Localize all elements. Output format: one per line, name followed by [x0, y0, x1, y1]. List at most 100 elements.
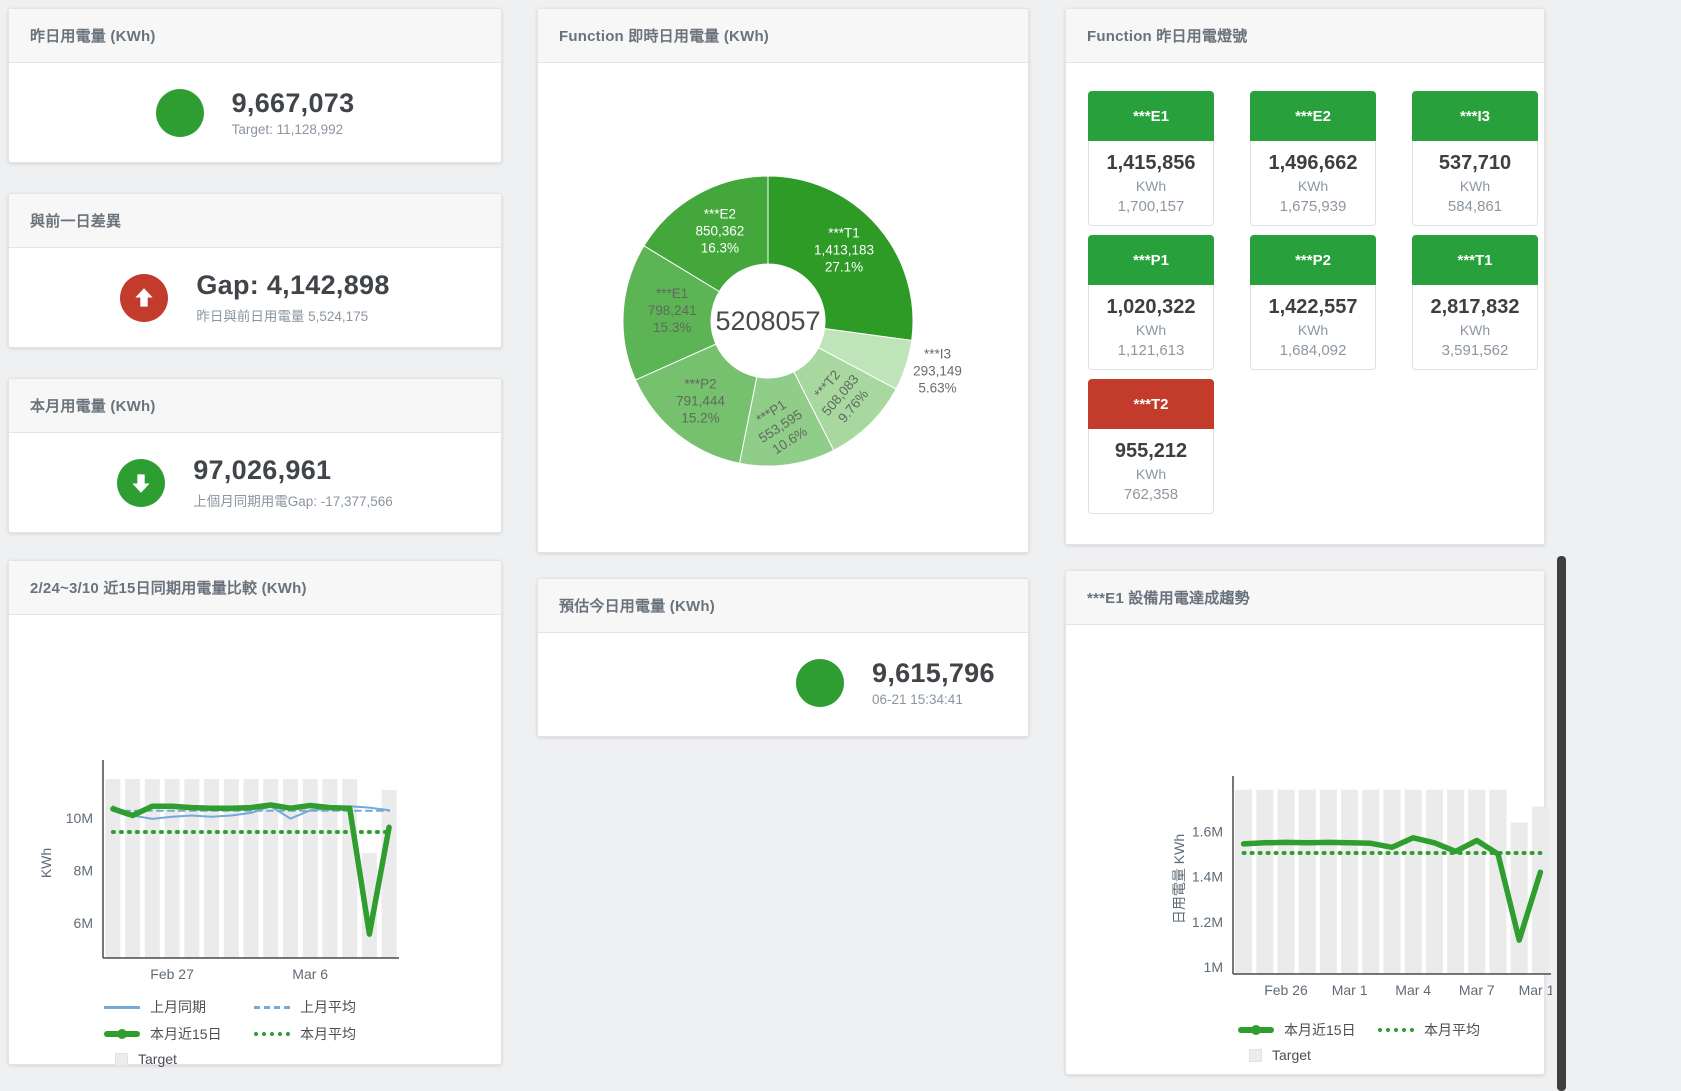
panel-15day-compare-chart: 2/24~3/10 近15日同期用電量比較 (KWh) 10M 8M 6M Feb 2…: [8, 560, 502, 1067]
target-bar: [1362, 789, 1380, 974]
y-tick-label: 1.2M: [1192, 914, 1223, 930]
legend-label: 本月平均: [1424, 1022, 1480, 1038]
status-circle-icon: [796, 659, 844, 707]
panel-estimate-today: 預估今日用電量 (KWh) 9,615,796 06-21 15:34:41: [537, 578, 1029, 737]
tile-unit: KWh: [1459, 178, 1491, 194]
panel-title: ***E1 設備用電達成趨勢: [1087, 590, 1250, 607]
panel-header: 昨日用電量 (KWh): [9, 9, 501, 63]
tile-value: 2,817,832: [1430, 296, 1520, 318]
legend-swatch-line-blue: [104, 1005, 140, 1009]
donut-slice-E2[interactable]: [643, 175, 769, 293]
series-line: [1240, 835, 1544, 943]
target-bar: [283, 779, 298, 958]
tile-value: 1,422,557: [1268, 296, 1358, 318]
x-tick-label: Mar 10: [1519, 982, 1552, 998]
compare-chart: 10M 8M 6M Feb 27 Mar 6 KWh: [38, 760, 399, 982]
legend-item-target[interactable]: Target: [104, 1051, 254, 1067]
target-bar: [381, 790, 397, 958]
tile-unit: KWh: [1459, 322, 1491, 338]
panel-header: ***E1 設備用電達成趨勢: [1066, 571, 1544, 625]
tile-value: 1,496,662: [1268, 152, 1358, 174]
target-bar: [125, 779, 141, 958]
tile-target: 1,675,939: [1279, 198, 1347, 215]
target-bar: [1425, 789, 1443, 974]
target-bar: [1510, 822, 1528, 974]
panel-yesterday-usage: 昨日用電量 (KWh) 9,667,073 Target: 11,128,992: [8, 8, 502, 163]
target-bar: [322, 779, 338, 958]
target-bar: [1256, 789, 1274, 974]
target-bar: [144, 779, 160, 958]
panel-realtime-donut: Function 即時日用電量 (KWh) ***T1 1,413,183 27.1…: [537, 8, 1029, 553]
target-bar: [223, 779, 239, 958]
light-tile-P2: ***P2 1,422,557 KWh 1,684,092: [1250, 235, 1376, 370]
light-tile-E1: ***E1 1,415,856 KWh 1,700,157: [1088, 91, 1214, 226]
tile-unit: KWh: [1135, 322, 1167, 338]
tile-unit: KWh: [1135, 178, 1167, 194]
panel-title: 本月用電量 (KWh): [30, 398, 156, 415]
panel-header: 與前一日差異: [9, 194, 501, 248]
tile-unit: KWh: [1297, 322, 1329, 338]
legend-item-target[interactable]: Target: [1238, 1047, 1378, 1063]
target-bar: [184, 779, 200, 958]
donut-chart: ***T1 1,413,183 27.1%***I3 293,149 5.63%***T…: [622, 175, 962, 467]
donut-slice-P2[interactable]: [634, 343, 758, 464]
compare-chart-legend: 上月同期 上月平均 本月近15日 本月平均 Target: [104, 997, 501, 1067]
stat-subtitle: 06-21 15:34:41: [872, 692, 963, 708]
stat-value: 9,615,796: [872, 657, 995, 688]
legend-item-cur-month-avg[interactable]: 本月平均: [1378, 1020, 1544, 1040]
panel-e1-trend-chart: ***E1 設備用電達成趨勢 1.6M 1.4M 1.2M 1M Feb 26 Mar 1…: [1065, 570, 1562, 1075]
panel-header: 預估今日用電量 (KWh): [538, 579, 1028, 633]
stat-subtitle: 上個月同期用電Gap: -17,377,566: [193, 493, 393, 509]
donut-label-P2: ***P2 791,444 15.2%: [676, 376, 725, 425]
tile-value: 537,710: [1438, 152, 1512, 174]
tile-name: ***I3: [1412, 91, 1538, 141]
y-tick-label: 1M: [1204, 959, 1223, 975]
tile-body: 1,422,557 KWh 1,684,092: [1250, 285, 1376, 370]
tile-body: 2,817,832 KWh 3,591,562: [1412, 285, 1538, 370]
stat-value: Gap: 4,142,898: [196, 270, 390, 301]
legend-spacer: [1378, 1047, 1544, 1063]
legend-spacer: [254, 1051, 501, 1067]
tile-name: ***E1: [1088, 91, 1214, 141]
legend-swatch-dash-blue: [254, 1005, 290, 1009]
panel-month-usage: 本月用電量 (KWh) 97,026,961 上個月同期用電Gap: -17,3…: [8, 378, 502, 533]
legend-item-cur-month-avg[interactable]: 本月平均: [254, 1024, 501, 1044]
tile-target: 1,684,092: [1279, 342, 1347, 359]
stat-value: 9,667,073: [231, 87, 355, 118]
light-tile-T1: ***T1 2,817,832 KWh 3,591,562: [1412, 235, 1538, 370]
legend-item-cur-month-15d[interactable]: 本月近15日: [104, 1024, 254, 1044]
target-bar: [263, 779, 279, 958]
legend-swatch-box-gray: [115, 1052, 128, 1066]
y-tick-label: 6M: [74, 915, 93, 931]
donut-slice-T1[interactable]: [767, 175, 914, 341]
legend-item-prev-month-period[interactable]: 上月同期: [104, 997, 254, 1017]
tile-name: ***P2: [1250, 235, 1376, 285]
target-bar: [243, 779, 259, 958]
y-axis-label: KWh: [38, 848, 54, 878]
panel-title: Function 即時日用電量 (KWh): [559, 28, 769, 45]
legend-label: Target: [138, 1051, 177, 1067]
legend-swatch-dot-green: [1378, 1028, 1414, 1032]
series-line: [110, 802, 392, 937]
tile-name: ***T2: [1088, 379, 1214, 429]
legend-swatch-thick-green: [104, 1029, 140, 1039]
legend-swatch-thick-green: [1238, 1025, 1274, 1035]
legend-label: 本月近15日: [1284, 1022, 1356, 1038]
tile-body: 1,020,322 KWh 1,121,613: [1088, 285, 1214, 370]
tile-body: 537,710 KWh 584,861: [1412, 141, 1538, 226]
tile-target: 584,861: [1447, 198, 1503, 215]
panel-day-gap: 與前一日差異 Gap: 4,142,898 昨日與前日用電量 5,524,175: [8, 193, 502, 348]
target-bar: [204, 779, 219, 958]
y-tick-label: 1.6M: [1192, 824, 1223, 840]
legend-item-prev-month-avg[interactable]: 上月平均: [254, 997, 501, 1017]
panel-title: 預估今日用電量 (KWh): [559, 598, 715, 615]
vertical-scrollbar-thumb[interactable]: [1557, 556, 1566, 1091]
legend-item-cur-month-15d[interactable]: 本月近15日: [1238, 1020, 1378, 1040]
target-bar: [361, 853, 377, 958]
target-bar: [1235, 789, 1253, 974]
panel-title: Function 昨日用電燈號: [1087, 28, 1248, 45]
light-tile-I3: ***I3 537,710 KWh 584,861: [1412, 91, 1538, 226]
tile-target: 1,121,613: [1117, 342, 1185, 359]
donut-slice-E1[interactable]: [622, 245, 720, 381]
donut-center-total: 5208057: [715, 306, 820, 336]
